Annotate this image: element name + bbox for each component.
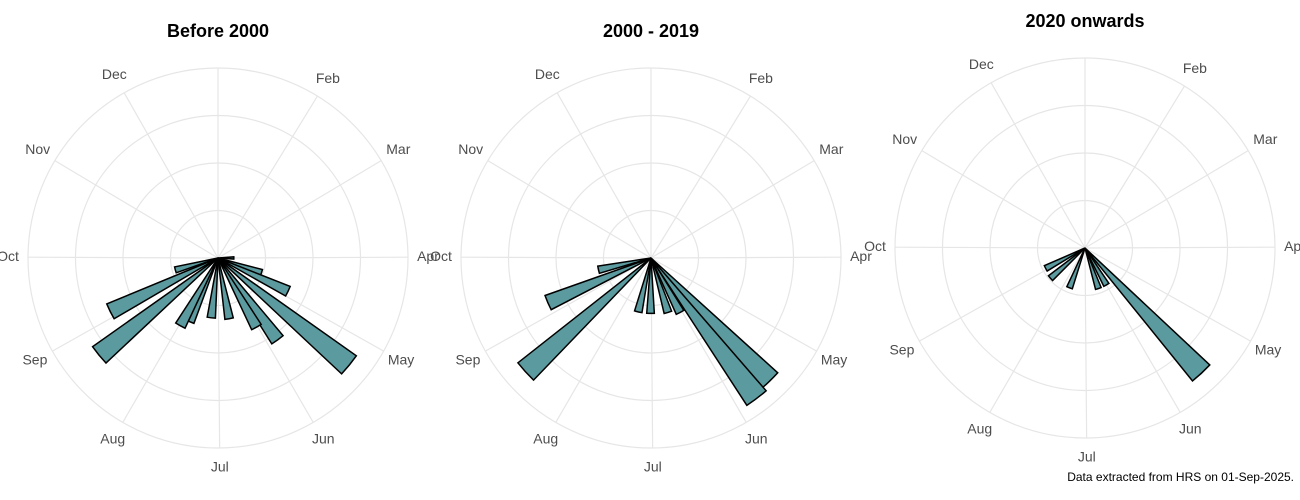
grid-spoke: [650, 257, 817, 352]
month-label: Jun: [1179, 420, 1202, 436]
grid-spoke: [487, 160, 652, 259]
bar: [217, 257, 263, 331]
month-label: Nov: [458, 141, 483, 157]
bar: [217, 257, 292, 298]
panel: Feb Mar Apr May Jun Jul Aug Sep Oct Nov Dec Before …: [0, 21, 439, 475]
bar: [633, 257, 652, 314]
month-label: Jul: [644, 459, 662, 475]
bar: [516, 257, 652, 382]
month-label: May: [388, 352, 414, 368]
month-label: Sep: [455, 352, 480, 368]
grid-spoke: [1084, 85, 1185, 249]
grid-spoke: [1084, 247, 1251, 342]
month-label: Feb: [1183, 60, 1207, 76]
grid-spoke: [54, 160, 219, 259]
month-label: Apr: [417, 248, 439, 264]
month-label: Mar: [386, 141, 410, 157]
grid-spoke: [217, 95, 318, 259]
panel-title: Before 2000: [167, 21, 269, 41]
grid-spoke: [460, 256, 652, 259]
bar: [1084, 247, 1103, 291]
bar: [217, 257, 358, 375]
month-label: Jul: [1078, 449, 1096, 465]
caption: Data extracted from HRS on 01-Sep-2025.: [1067, 470, 1294, 484]
grid-spoke: [217, 257, 221, 448]
month-label: Mar: [819, 141, 843, 157]
month-label: Feb: [316, 70, 340, 86]
grid-spoke: [650, 256, 842, 259]
grid-spoke: [1084, 247, 1088, 438]
month-label: Jun: [745, 430, 768, 446]
bar: [650, 257, 768, 407]
grid-spoke: [989, 247, 1086, 413]
month-label: Jun: [312, 430, 335, 446]
panel-title: 2020 onwards: [1025, 11, 1144, 31]
grid-spoke: [650, 95, 751, 259]
bar: [645, 257, 656, 315]
grid-spoke: [123, 92, 219, 259]
bar: [650, 257, 779, 391]
bar: [1065, 247, 1086, 290]
month-label: May: [821, 352, 847, 368]
bar: [1047, 247, 1086, 282]
bar: [174, 257, 219, 330]
bar: [650, 257, 685, 316]
bar: [206, 257, 219, 319]
grid-spoke: [990, 82, 1086, 249]
month-label: Oct: [864, 238, 886, 254]
month-label: Dec: [102, 66, 127, 82]
grid-spoke: [27, 256, 219, 259]
bar: [544, 257, 652, 311]
panel-title: 2000 - 2019: [603, 21, 699, 41]
bar: [650, 257, 673, 315]
month-label: Dec: [969, 56, 994, 72]
month-label: Oct: [430, 248, 452, 264]
bar: [217, 257, 235, 321]
panel: Feb Mar Apr May Jun Jul Aug Sep Oct Nov Dec 2020 on…: [864, 11, 1300, 465]
bar: [596, 257, 652, 275]
bar: [1084, 247, 1110, 288]
grid-spoke: [894, 246, 1086, 249]
grid-spoke: [650, 160, 815, 259]
bar: [1043, 247, 1086, 273]
grid-spoke: [1084, 150, 1249, 249]
bar: [173, 257, 219, 274]
bar: [217, 257, 285, 345]
grid-spoke: [1084, 246, 1276, 249]
month-label: Sep: [22, 352, 47, 368]
month-label: Nov: [892, 131, 917, 147]
grid-spoke: [217, 160, 382, 259]
month-label: Jul: [211, 459, 229, 475]
month-label: Oct: [0, 248, 19, 264]
month-label: Feb: [749, 70, 773, 86]
grid-spoke: [217, 256, 409, 259]
bar: [1084, 247, 1211, 383]
grid-spoke: [485, 257, 652, 352]
month-label: Aug: [533, 430, 558, 446]
month-label: Aug: [967, 420, 992, 436]
grid-spoke: [556, 92, 652, 259]
bar: [105, 257, 219, 320]
month-label: Mar: [1253, 131, 1277, 147]
month-label: Aug: [100, 430, 125, 446]
panel: Feb Mar Apr May Jun Jul Aug Sep Oct Nov Dec 2000 - …: [430, 21, 872, 475]
bar: [91, 257, 219, 365]
month-label: Apr: [1284, 238, 1300, 254]
grid-spoke: [921, 150, 1086, 249]
month-label: Dec: [535, 66, 560, 82]
bar: [217, 256, 235, 260]
month-label: May: [1255, 342, 1281, 358]
month-label: Apr: [850, 248, 872, 264]
month-label: Nov: [25, 141, 50, 157]
month-label: Sep: [889, 342, 914, 358]
grid-spoke: [555, 257, 652, 423]
